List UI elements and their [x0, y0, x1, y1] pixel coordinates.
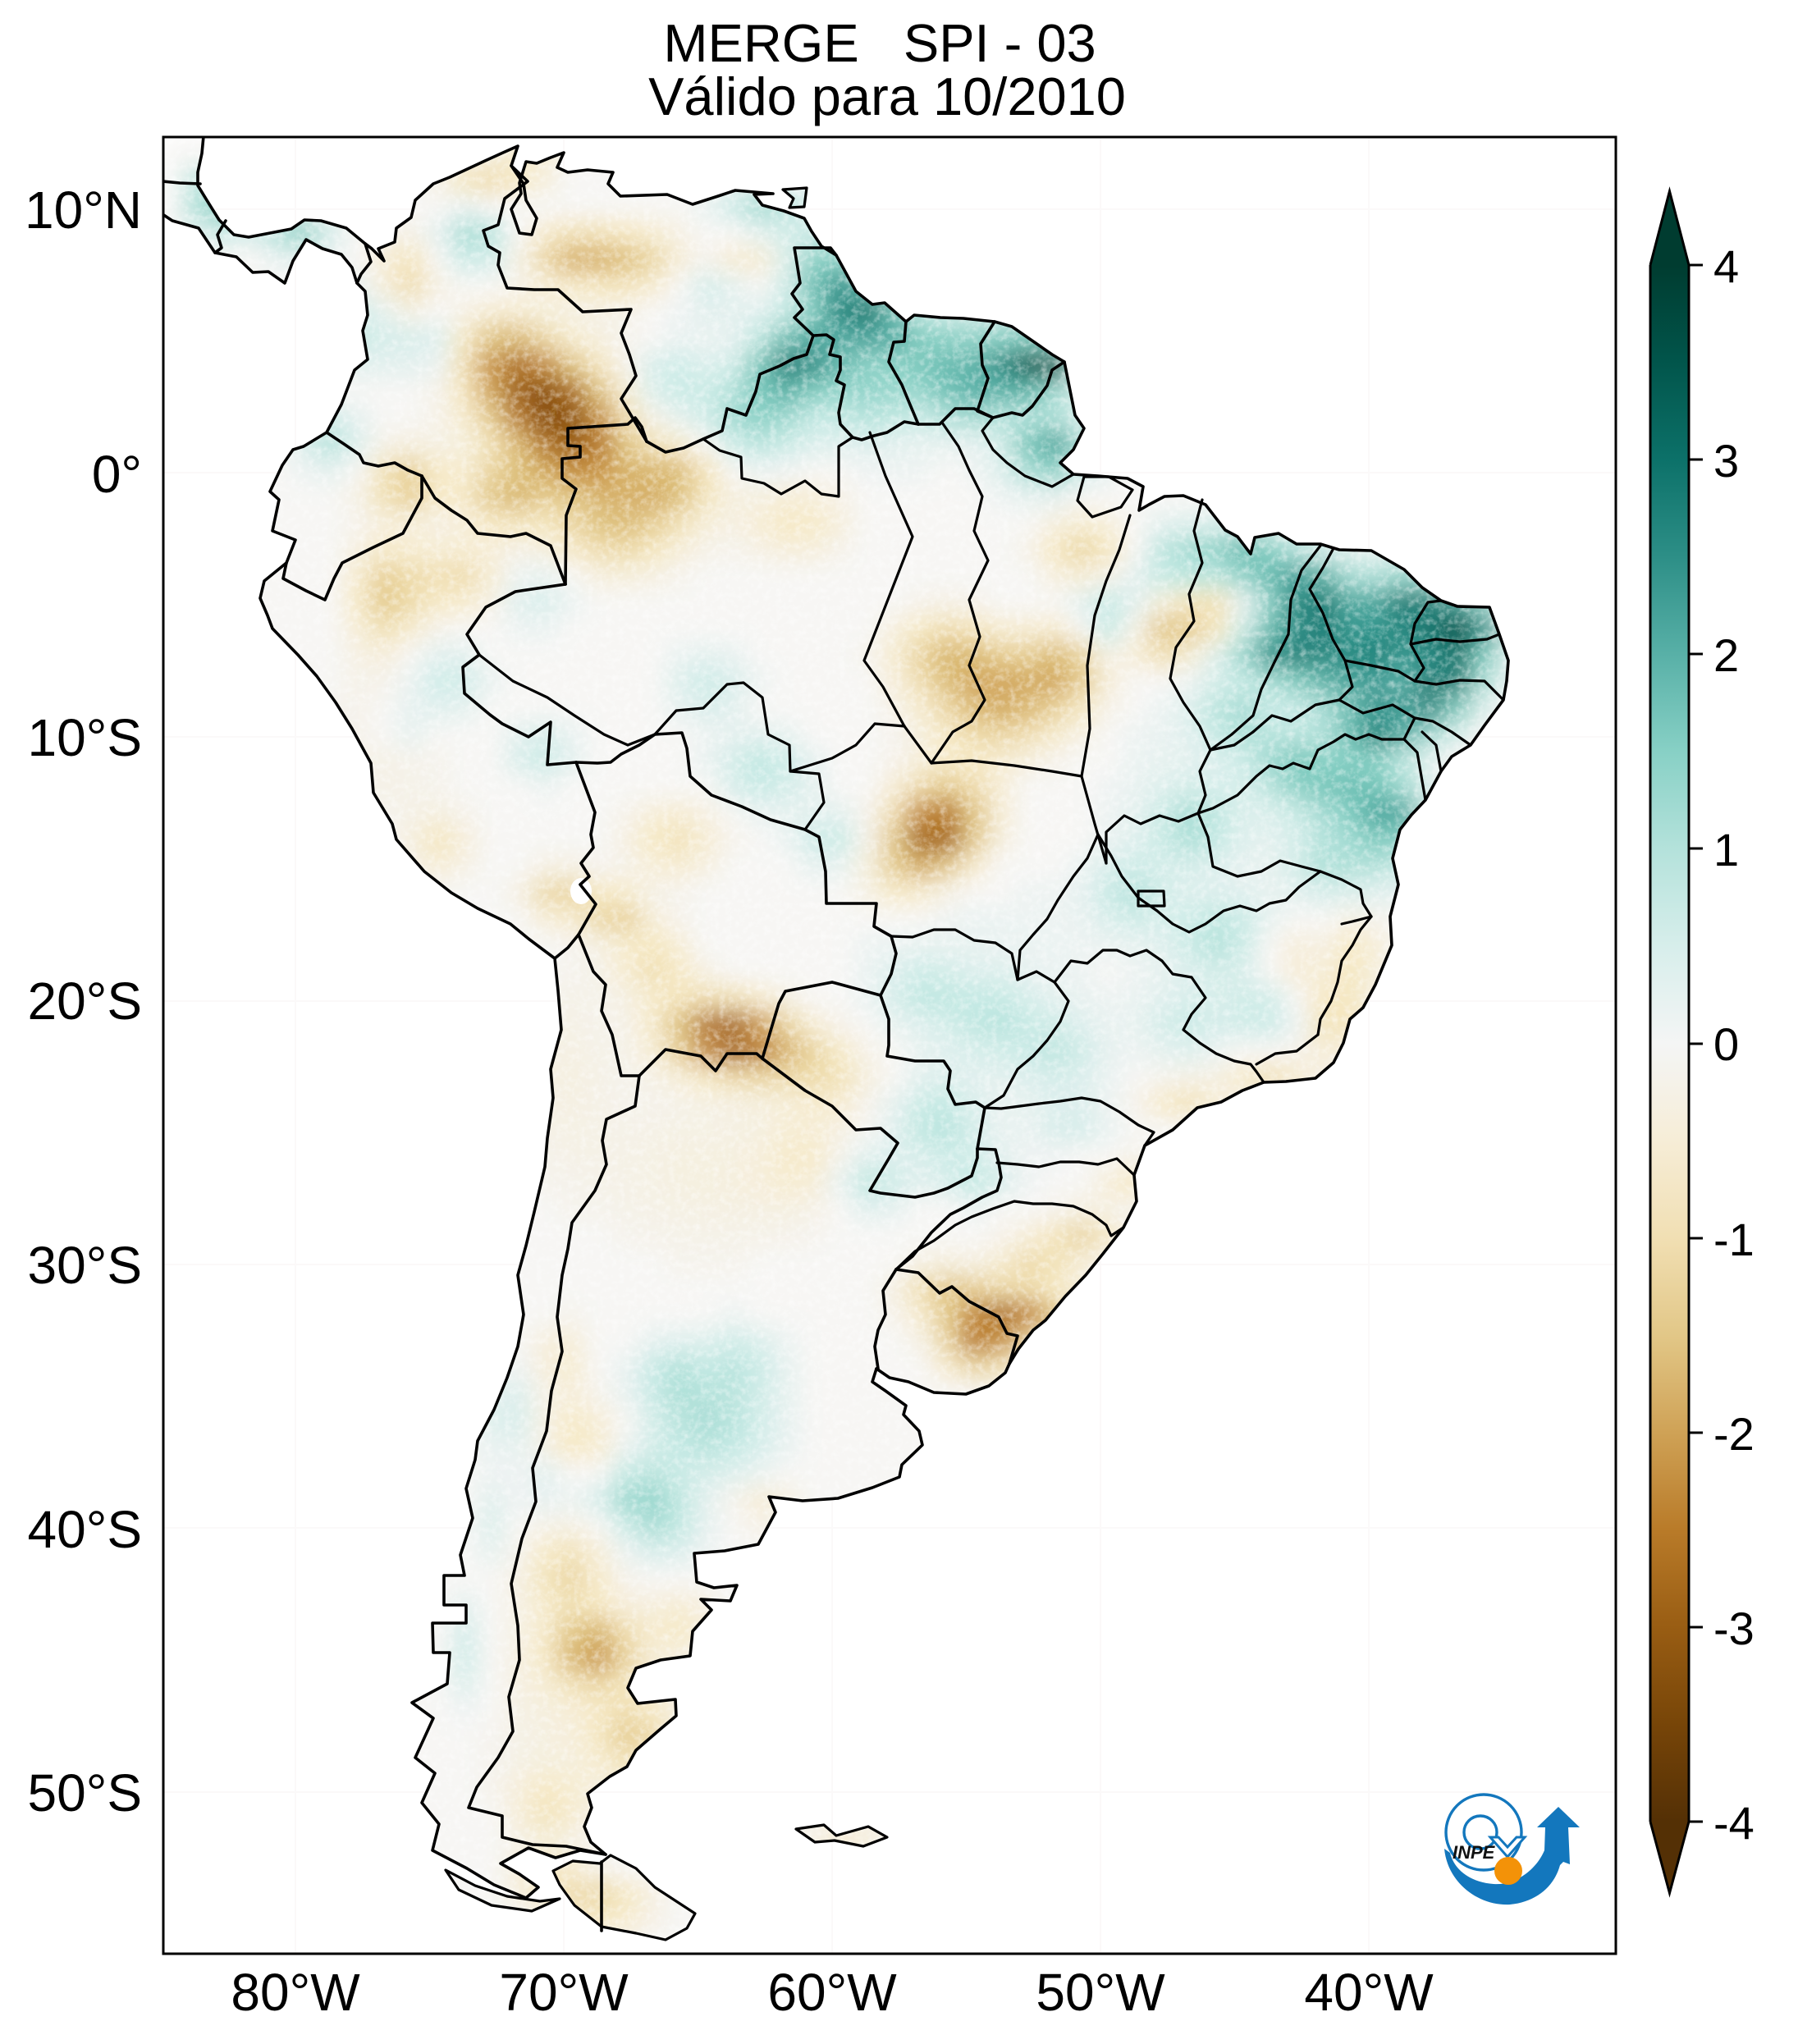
svg-text:80°W: 80°W — [231, 1963, 360, 2022]
svg-text:20°S: 20°S — [28, 972, 142, 1031]
svg-text:60°W: 60°W — [767, 1963, 897, 2022]
svg-text:Válido para 10/2010: Válido para 10/2010 — [648, 66, 1126, 126]
svg-text:-1: -1 — [1713, 1214, 1755, 1265]
svg-text:MERGE SPI - 03: MERGE SPI - 03 — [663, 13, 1096, 73]
svg-text:30°S: 30°S — [28, 1236, 142, 1295]
svg-text:3: 3 — [1713, 435, 1739, 487]
svg-text:INPE: INPE — [1453, 1842, 1496, 1863]
svg-text:4: 4 — [1713, 240, 1739, 292]
svg-text:-2: -2 — [1713, 1408, 1755, 1460]
svg-text:40°S: 40°S — [28, 1500, 142, 1559]
svg-text:0: 0 — [1713, 1018, 1739, 1070]
svg-text:10°S: 10°S — [28, 708, 142, 767]
svg-text:-4: -4 — [1713, 1797, 1755, 1849]
svg-text:50°S: 50°S — [28, 1763, 142, 1822]
svg-text:2: 2 — [1713, 629, 1739, 681]
svg-text:70°W: 70°W — [499, 1963, 629, 2022]
svg-text:-3: -3 — [1713, 1603, 1755, 1654]
svg-text:0°: 0° — [92, 445, 142, 504]
svg-text:10°N: 10°N — [25, 181, 142, 240]
svg-text:1: 1 — [1713, 824, 1739, 876]
svg-text:40°W: 40°W — [1304, 1963, 1434, 2022]
svg-text:50°W: 50°W — [1036, 1963, 1165, 2022]
